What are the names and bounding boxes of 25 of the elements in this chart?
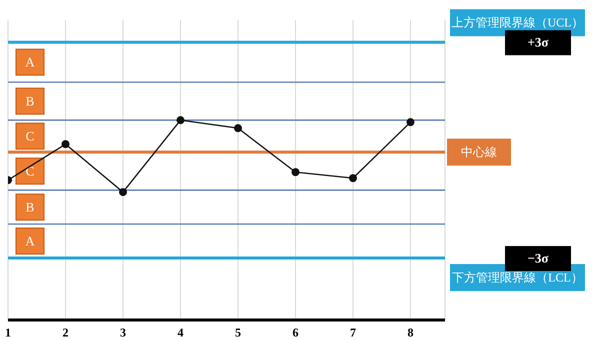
point	[176, 116, 184, 124]
point	[62, 140, 70, 148]
ref-line-label: 中心線	[461, 145, 497, 160]
text: +3σ	[528, 34, 548, 50]
text: −3σ	[528, 250, 548, 266]
point	[292, 168, 300, 176]
x-tick-label: 2	[62, 326, 68, 340]
x-tick-label: 5	[235, 326, 241, 340]
x-tick-label: 4	[178, 326, 184, 340]
x-tick-label: 1	[5, 326, 11, 340]
point	[119, 188, 127, 196]
annotation: C	[26, 128, 34, 144]
x-tick-label: 8	[408, 326, 414, 340]
annotation: B	[26, 200, 35, 215]
point	[406, 118, 414, 126]
ref-line-label: 下方管理限界線（LCL）	[452, 270, 583, 285]
x-tick-label: 3	[120, 326, 126, 340]
x-tick-label: 7	[350, 326, 356, 340]
x-tick-label: 6	[292, 326, 298, 340]
point	[234, 124, 242, 132]
text: A	[25, 54, 36, 70]
ref-line-label: 上方管理限界線（UCL）	[452, 16, 584, 30]
text: B	[26, 94, 35, 109]
point	[349, 174, 357, 182]
annotation: A	[25, 234, 36, 249]
